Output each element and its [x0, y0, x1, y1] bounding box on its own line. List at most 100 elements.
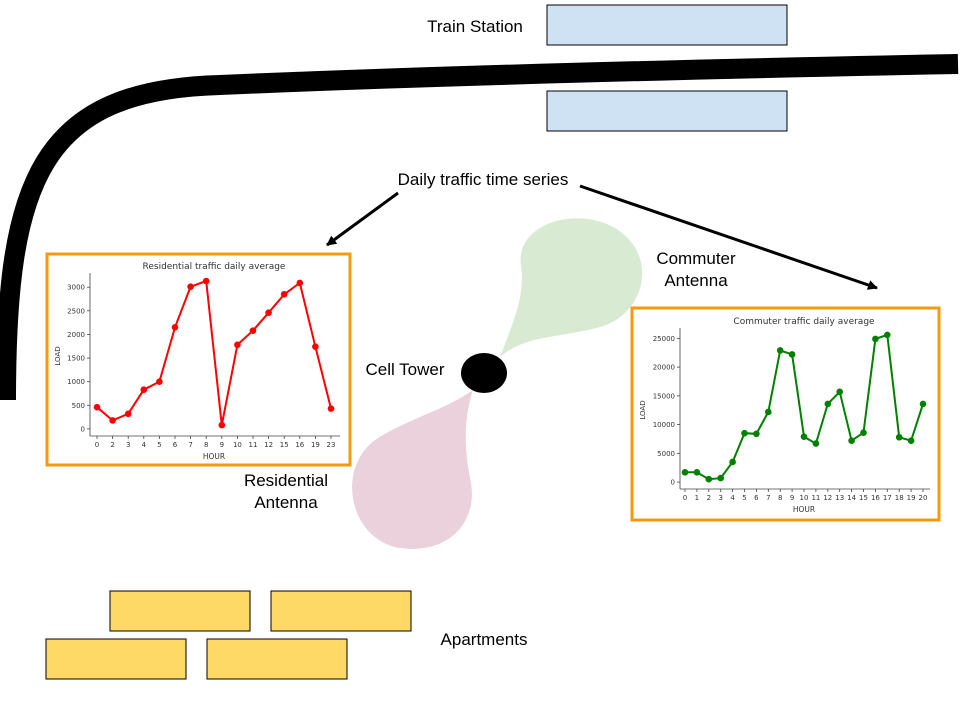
residential-x-tick-label: 4	[142, 441, 147, 449]
residential-x-tick-label: 5	[157, 441, 161, 449]
commuter-data-point	[753, 430, 760, 438]
residential-data-point	[93, 403, 101, 411]
residential-x-tick-label: 2	[110, 441, 114, 449]
commuter-data-point	[693, 469, 701, 476]
commuter-x-tick-label: 15	[859, 494, 868, 502]
residential-y-tick-label: 1000	[67, 378, 85, 386]
commuter-y-tick-label: 15000	[653, 392, 675, 400]
arrow-to-commuter-chart	[579, 184, 878, 290]
residential-y-tick-label: 1500	[67, 355, 85, 363]
commuter-y-tick-label: 20000	[653, 364, 675, 372]
commuter-antenna-lobe	[500, 218, 643, 357]
commuter-data-point	[681, 469, 689, 476]
residential-antenna-lobe	[352, 390, 473, 549]
residential-data-point	[140, 386, 148, 393]
residential-data-point	[187, 283, 194, 291]
station-platform-bottom	[546, 90, 788, 132]
residential-y-tick-label: 2500	[67, 307, 85, 315]
commuter-x-tick-label: 4	[730, 494, 735, 502]
commuter-data-point	[860, 429, 867, 436]
commuter-x-tick-label: 14	[847, 494, 856, 502]
residential-x-tick-label: 16	[295, 441, 304, 449]
commuter-x-tick-label: 18	[895, 494, 904, 502]
residential-x-tick-label: 15	[280, 441, 289, 449]
commuter-antenna-label-line2: Antenna	[664, 271, 728, 290]
residential-data-point	[124, 410, 132, 418]
commuter-data-point	[741, 429, 748, 437]
residential-data-point	[156, 378, 163, 385]
residential-y-tick-label: 2000	[67, 331, 85, 339]
apartment-block-1	[109, 590, 251, 632]
commuter-x-tick-label: 8	[778, 494, 782, 502]
residential-x-tick-label: 11	[249, 441, 258, 449]
commuter-chart-title: Commuter traffic daily average	[733, 317, 875, 327]
commuter-chart: Commuter traffic daily average HOUR LOAD…	[630, 306, 941, 522]
commuter-data-point	[824, 400, 832, 408]
commuter-chart-frame	[630, 306, 941, 522]
commuter-data-point	[919, 400, 927, 408]
residential-data-point	[265, 309, 272, 316]
commuter-x-tick-label: 2	[707, 494, 711, 502]
residential-x-tick-label: 6	[173, 441, 178, 449]
residential-y-tick-label: 3000	[67, 284, 85, 292]
residential-x-tick-label: 3	[126, 441, 130, 449]
residential-x-tick-label: 23	[327, 441, 336, 449]
residential-chart: Residential traffic daily average HOUR L…	[45, 252, 352, 467]
residential-data-point	[218, 421, 226, 429]
apartment-block-3	[45, 638, 187, 680]
commuter-data-point	[705, 475, 713, 483]
commuter-data-point	[788, 351, 796, 358]
commuter-y-tick-label: 10000	[653, 421, 675, 429]
commuter-data-point	[800, 433, 808, 440]
commuter-x-tick-label: 19	[907, 494, 916, 502]
apartments-label: Apartments	[441, 630, 528, 649]
commuter-data-point	[729, 458, 736, 466]
residential-data-point	[202, 277, 210, 285]
residential-data-point	[234, 341, 241, 349]
commuter-x-tick-label: 17	[883, 494, 892, 502]
residential-chart-ylabel: LOAD	[54, 346, 62, 365]
daily-traffic-label: Daily traffic time series	[398, 170, 569, 189]
commuter-data-point	[907, 437, 915, 445]
residential-x-tick-label: 0	[95, 441, 99, 449]
commuter-x-tick-label: 10	[800, 494, 809, 502]
residential-data-point	[109, 417, 116, 424]
apartment-block-2	[270, 590, 412, 632]
residential-series-line	[96, 279, 332, 426]
residential-data-point	[296, 279, 304, 287]
commuter-chart-xlabel: HOUR	[793, 505, 815, 514]
commuter-data-point	[765, 408, 772, 416]
commuter-antenna-label-line1: Commuter	[656, 249, 736, 268]
commuter-data-point	[717, 474, 724, 482]
railway-track	[0, 54, 959, 401]
commuter-data-point	[848, 437, 855, 445]
commuter-chart-ylabel: LOAD	[639, 400, 647, 419]
residential-chart-title: Residential traffic daily average	[143, 262, 286, 272]
commuter-x-tick-label: 3	[718, 494, 722, 502]
commuter-data-point	[884, 331, 891, 339]
commuter-x-tick-label: 12	[823, 494, 832, 502]
residential-data-point	[171, 324, 179, 331]
commuter-x-tick-label: 11	[811, 494, 820, 502]
residential-antenna-label-line2: Antenna	[254, 493, 318, 512]
commuter-data-point	[776, 347, 784, 354]
residential-data-point	[249, 327, 257, 334]
residential-y-tick-label: 500	[72, 402, 85, 410]
residential-chart-xlabel: HOUR	[203, 452, 225, 461]
commuter-x-tick-label: 6	[754, 494, 759, 502]
commuter-x-tick-label: 7	[766, 494, 770, 502]
arrow-to-residential-chart	[326, 191, 399, 247]
cell-tower-dot	[461, 353, 507, 393]
commuter-x-tick-label: 0	[683, 494, 687, 502]
residential-x-tick-label: 10	[233, 441, 242, 449]
residential-antenna-label-line1: Residential	[244, 471, 328, 490]
residential-chart-frame	[45, 252, 352, 467]
residential-x-tick-label: 9	[220, 441, 224, 449]
commuter-data-point	[812, 440, 820, 447]
commuter-x-tick-label: 1	[695, 494, 699, 502]
commuter-data-point	[872, 335, 879, 343]
cell-tower-label: Cell Tower	[365, 360, 444, 379]
residential-y-tick-label: 0	[81, 425, 85, 433]
